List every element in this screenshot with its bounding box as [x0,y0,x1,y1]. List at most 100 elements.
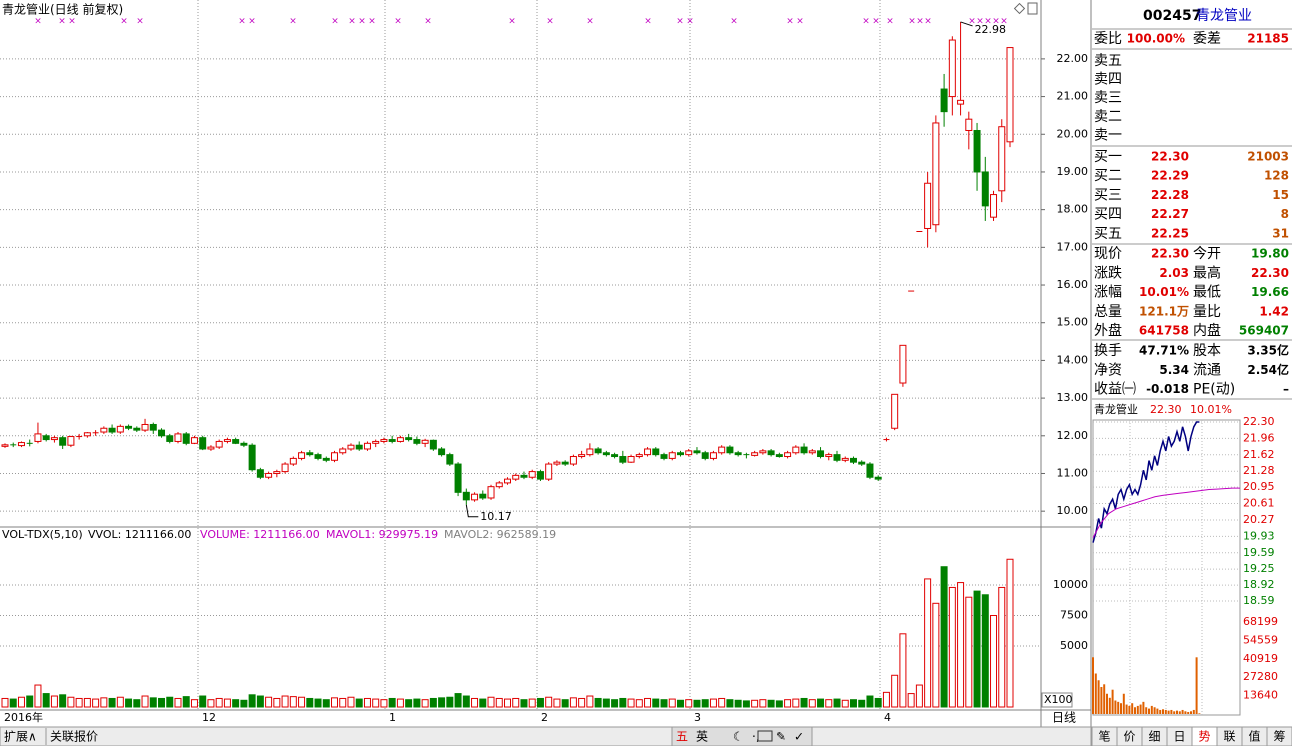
stat-value: 47.71% [1139,344,1189,358]
volume-bar [520,699,528,708]
candle-body [924,182,932,229]
stat-label: PE(动) [1193,382,1235,398]
tool-icon[interactable] [757,730,773,742]
tool-icon[interactable]: ✎ [776,730,786,744]
y-tick-label: 20.27 [1243,513,1275,526]
tool-icon[interactable]: ·, [752,730,760,744]
candle-body [627,456,635,463]
y-tick-label: 27280 [1243,670,1278,683]
stat-value: 641758 [1139,324,1189,338]
marker: × [424,17,432,27]
candle-body [841,457,849,461]
marker: × [968,17,976,27]
tool-button[interactable]: 英 [696,730,708,744]
side-tab-label[interactable]: 值 [1248,729,1260,744]
stat-value: 2.03 [1159,266,1189,280]
volume-bar [965,596,973,708]
y-tick-label: 18.59 [1243,594,1275,607]
y-tick-label: 10.00 [1057,504,1089,517]
volume-bar [742,700,750,708]
candle-body [965,118,973,131]
y-tick-label: 13640 [1243,689,1278,702]
candle-body [17,442,25,447]
volume-bar [759,699,767,708]
candle-body [685,450,693,456]
volume-bar [487,696,495,708]
candle-body [668,452,676,459]
volume-bar [215,697,223,708]
side-tab[interactable] [1266,726,1292,746]
volume-bar [273,697,281,708]
candle-body [454,463,462,493]
vol-unit: X100 [1044,693,1073,706]
side-tab-label[interactable]: 笔 [1098,729,1110,744]
volume-bar [644,697,652,708]
candle-body [734,452,742,456]
tool-icon[interactable]: ✓ [794,730,804,744]
volume-bar [792,698,800,708]
candle-body [676,452,684,456]
icon[interactable] [1027,2,1038,15]
candle-body [990,194,998,218]
tool-button[interactable]: 五 [676,730,688,744]
candle-body [133,427,141,431]
volume-bar [973,590,981,708]
icon[interactable] [1013,2,1026,15]
candle-body [182,433,190,444]
vol-indicator: VVOL: 1211166.00 [88,528,191,541]
volume-bar [306,697,314,708]
y-tick-label: 12.00 [1057,429,1089,442]
quote-cell: 100.00% [1127,32,1185,46]
bottom-tab[interactable]: 扩展∧ [4,730,37,744]
volume-bar [248,694,256,708]
side-tab-label[interactable]: 筹 [1273,730,1285,744]
candle-body [306,452,314,456]
volume-bar [133,699,141,708]
volume-bar [833,698,841,708]
stat-value: 10.01% [1139,285,1189,299]
side-tab-label[interactable]: 势 [1198,730,1210,744]
x-tick-label: 12 [202,711,216,724]
volume-bar [429,697,437,708]
candle-body [190,437,198,444]
volume-bar [372,698,380,708]
side-tab-label[interactable]: 细 [1148,730,1160,744]
marker: × [796,17,804,27]
volume-bar [1006,558,1014,708]
candle-body [833,454,841,461]
marker: × [686,17,694,27]
candle-body [569,456,577,465]
stat-value: 121.1万 [1139,304,1189,318]
side-tab-label[interactable]: 联 [1223,730,1235,744]
bottom-tab[interactable]: 关联报价 [50,729,98,744]
candle-body [792,446,800,454]
volume-bar [1,697,9,708]
candle-body [289,457,297,465]
volume-bar [174,697,182,708]
candle-body [207,446,215,450]
tool-icon[interactable]: ☾ [733,730,744,744]
toolbar [671,726,813,746]
stat-value: -0.018 [1146,382,1189,396]
candle-body [232,439,240,444]
candle-body [553,461,561,465]
candle-body [973,129,981,173]
volume-bar [594,697,602,708]
candle-body [471,493,479,501]
volume-bar [67,696,75,708]
candle-body [429,439,437,450]
volume-bar [800,697,808,708]
y-tick-label: 11.00 [1057,466,1089,479]
side-tab-label[interactable]: 日 [1173,730,1185,744]
side-tab-label[interactable]: 价 [1123,730,1135,744]
volume-bar [50,695,58,708]
volume-bar [553,698,561,708]
stat-label: 收益㈠ [1094,382,1136,398]
marker: × [368,17,376,27]
candle-body [512,474,520,480]
volume-bar [545,696,553,708]
volume-bar [396,698,404,708]
volume-bar [9,698,17,708]
candle-body [388,439,396,442]
candle-body [347,444,355,450]
